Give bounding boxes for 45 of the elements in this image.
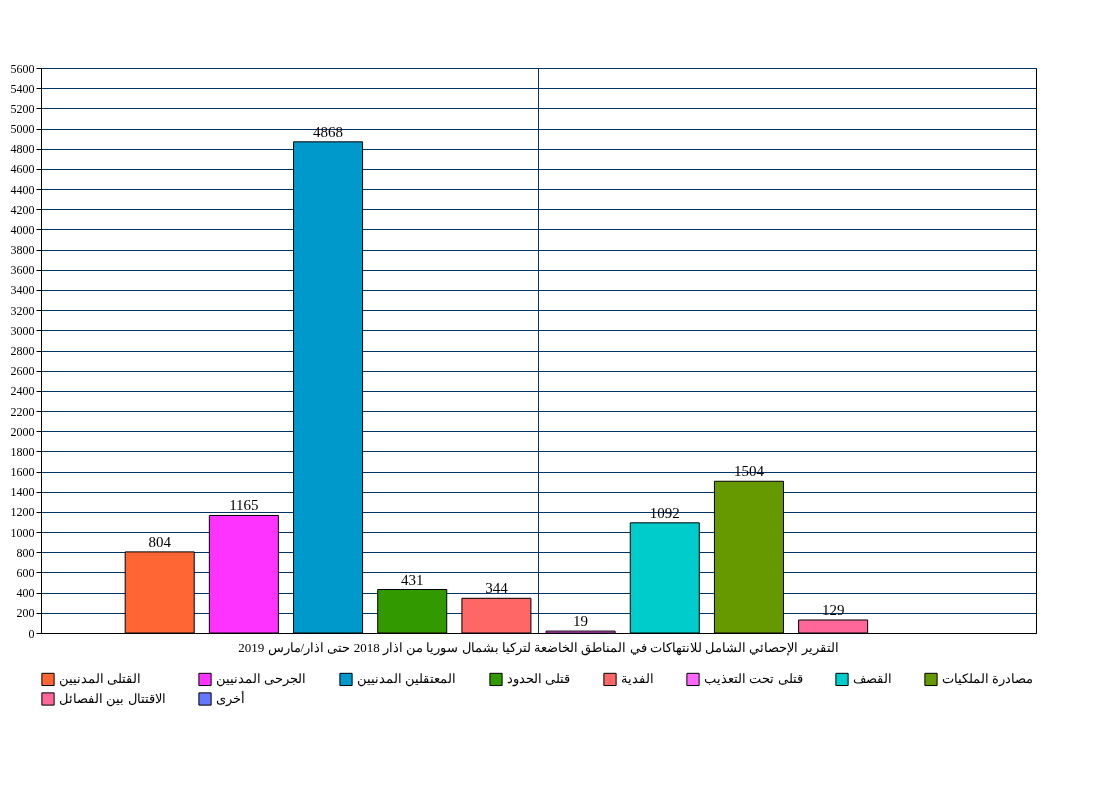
y-tick-label: 5200 (10, 101, 35, 116)
legend-label: الجرحى المدنيين (216, 671, 307, 688)
y-tick-label: 4200 (10, 202, 35, 217)
y-tick-label: 800 (16, 545, 35, 560)
y-tick-label: 5400 (10, 81, 35, 96)
legend-label: قتلى الحدود (507, 671, 571, 688)
y-tick-label: 2200 (10, 404, 35, 419)
y-tick-label: 3400 (10, 283, 35, 298)
y-tick-label: 5600 (10, 61, 35, 76)
y-tick-label: 5000 (10, 122, 35, 137)
y-tick-label: 200 (16, 606, 35, 621)
y-tick-label: 0 (28, 626, 35, 641)
x-tick-label: التقرير الإحصائي الشامل للانتهاكات في المناطق الخاضعة لتركيا بشمال سوريا من اذار 2018 حتى اذار/مارس 2019 (238, 639, 839, 656)
data-label: 19 (573, 613, 589, 630)
y-tick-label: 3000 (10, 323, 35, 338)
legend-label: مصادرة الملكيات (942, 671, 1034, 688)
y-tick-label: 1600 (10, 465, 35, 480)
legend-label: القصف (853, 671, 892, 687)
data-label: 1165 (229, 497, 259, 514)
y-tick-label: 4400 (10, 182, 35, 197)
y-tick-label: 400 (16, 586, 35, 601)
y-tick-label: 2800 (10, 344, 35, 358)
y-tick-label: 3600 (10, 263, 35, 278)
y-tick-label: 1200 (10, 505, 35, 520)
y-tick-label: 2600 (10, 364, 35, 379)
legend-label: المعتقلين المدنيين (357, 671, 457, 688)
y-tick-label: 600 (16, 565, 35, 580)
y-tick-label: 4800 (10, 142, 35, 157)
y-tick-label: 3800 (10, 243, 35, 258)
y-tick-label: 1400 (10, 485, 35, 500)
y-tick-label: 3200 (10, 303, 35, 318)
legend-label: الاقتتال بين الفصائل (59, 691, 166, 707)
data-label: 431 (400, 571, 424, 588)
legend-label: الفدية (621, 671, 654, 687)
y-tick-label: 2400 (10, 384, 35, 399)
data-label: 804 (148, 533, 172, 550)
y-tick-label: 1800 (10, 444, 35, 459)
legend-label: القتلى المدنيين (59, 671, 142, 688)
legend-label: قتلى تحت التعذيب (704, 671, 803, 687)
y-tick-label: 4600 (10, 162, 35, 177)
data-label: 344 (485, 580, 509, 597)
y-tick-label: 4000 (10, 222, 35, 237)
y-tick-label: 1000 (10, 525, 35, 540)
y-tick-label: 2000 (10, 424, 35, 439)
legend-label: أخرى (216, 690, 245, 707)
